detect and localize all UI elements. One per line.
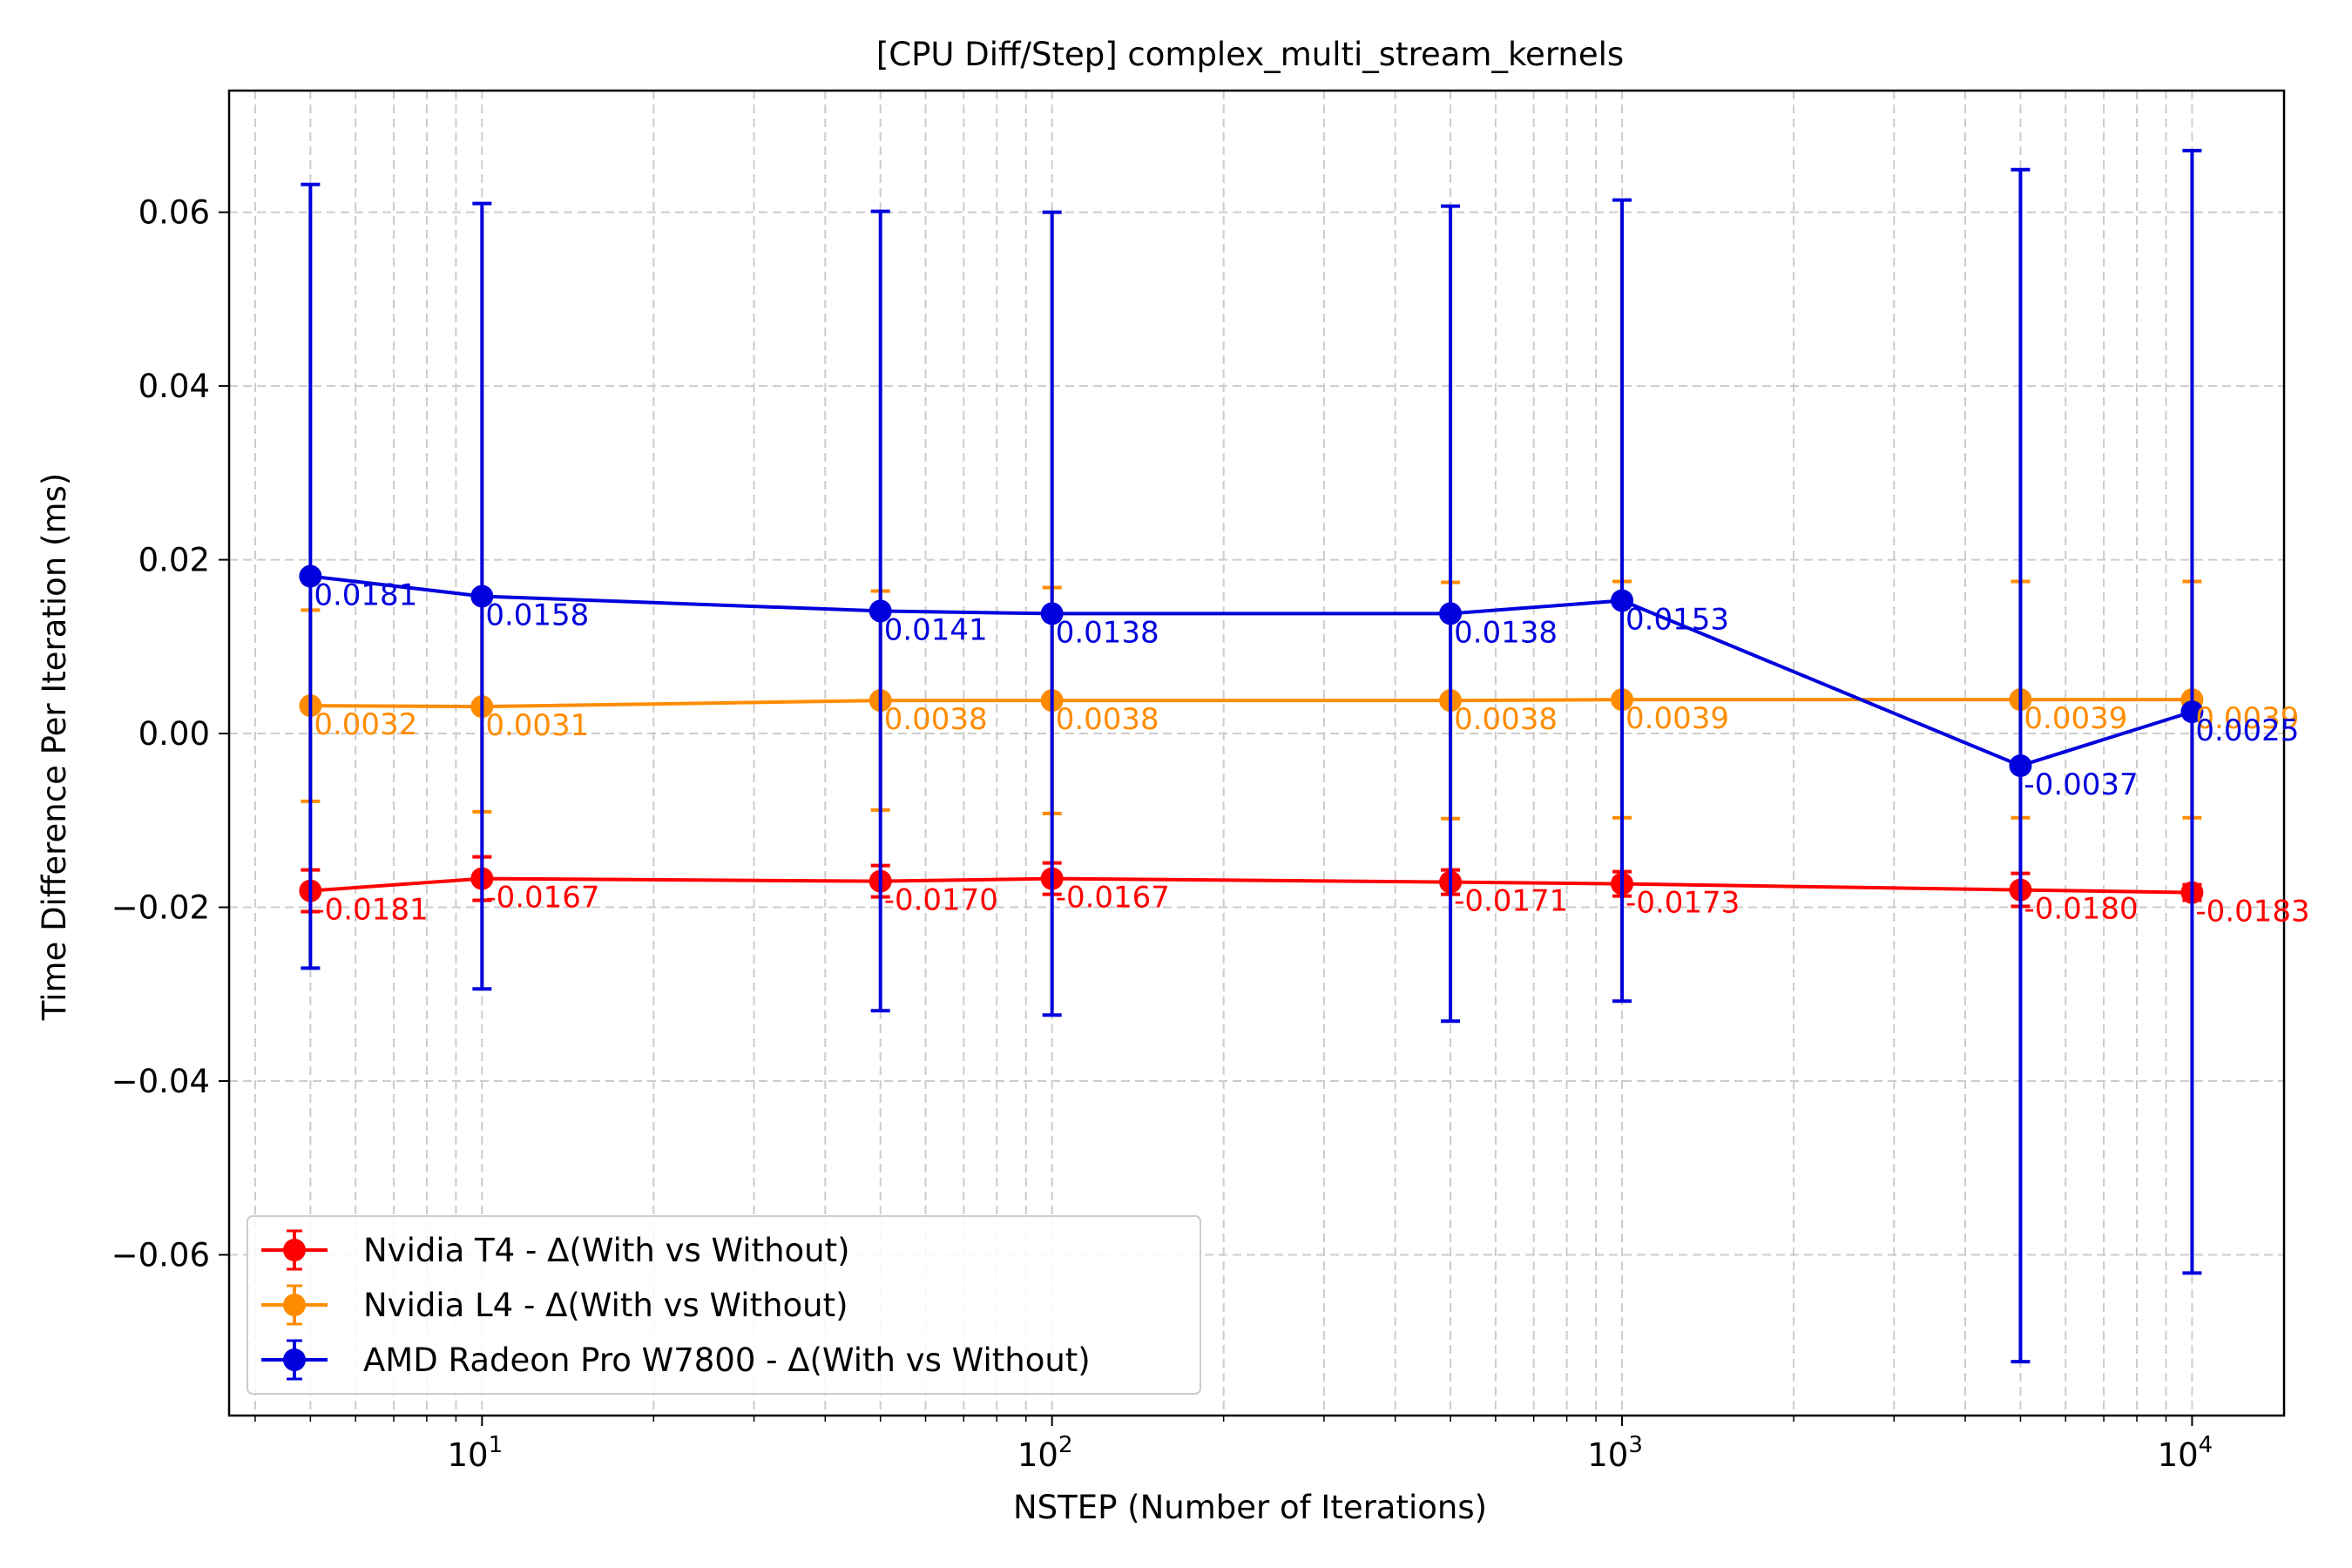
series-2 bbox=[299, 148, 2204, 1364]
series-line bbox=[310, 876, 2193, 895]
data-label: -0.0181 bbox=[314, 893, 428, 928]
data-label: 0.0039 bbox=[2024, 701, 2127, 736]
data-label: 0.0025 bbox=[2195, 713, 2299, 748]
data-point bbox=[470, 585, 494, 608]
data-label: -0.0180 bbox=[2024, 892, 2138, 927]
series-line bbox=[310, 698, 2193, 709]
y-tick-label: 0.06 bbox=[139, 194, 210, 232]
data-label: 0.0039 bbox=[1625, 701, 1729, 736]
series-line bbox=[310, 574, 2193, 768]
y-tick-label: −0.02 bbox=[112, 889, 210, 927]
data-label: -0.0170 bbox=[884, 883, 998, 918]
data-label: -0.0173 bbox=[1625, 886, 1740, 921]
legend-label: AMD Radeon Pro W7800 - Δ(With vs Without… bbox=[363, 1342, 1091, 1379]
plot-frame bbox=[227, 89, 2286, 1417]
legend-entry: Nvidia T4 - Δ(With vs Without) bbox=[261, 1229, 850, 1271]
data-point bbox=[1439, 602, 1463, 625]
data-label: 0.0039 bbox=[2195, 701, 2299, 736]
data-point bbox=[1611, 589, 1634, 612]
legend-marker bbox=[283, 1348, 306, 1371]
data-label: 0.0038 bbox=[1056, 702, 1159, 737]
data-label: 0.0158 bbox=[485, 598, 589, 632]
chart-title: [CPU Diff/Step] complex_multi_stream_ker… bbox=[876, 36, 1624, 73]
data-label: 0.0181 bbox=[314, 578, 417, 613]
data-label: 0.0138 bbox=[1056, 615, 1159, 650]
data-label: 0.0038 bbox=[1454, 702, 1558, 737]
grid bbox=[229, 91, 2284, 1416]
data-label: -0.0167 bbox=[485, 881, 599, 916]
axes: 0.06 0.04 0.02 0.00 −0.02 −0.04 −0.06 101 102 103… bbox=[112, 89, 2286, 1474]
data-label: -0.0183 bbox=[2195, 895, 2309, 929]
data-label: 0.0038 bbox=[884, 702, 988, 737]
data-point bbox=[2180, 700, 2204, 724]
y-tick-label: −0.04 bbox=[112, 1063, 210, 1100]
legend-label: Nvidia L4 - Δ(With vs Without) bbox=[363, 1287, 848, 1324]
legend-label: Nvidia T4 - Δ(With vs Without) bbox=[363, 1232, 850, 1269]
data-label: 0.0031 bbox=[485, 708, 589, 743]
data-label: 0.0141 bbox=[884, 612, 988, 647]
y-tick-label: 0.04 bbox=[139, 368, 210, 405]
legend-marker bbox=[283, 1239, 306, 1261]
legend-box bbox=[247, 1215, 1201, 1395]
data-point bbox=[868, 599, 892, 623]
data-label: -0.0037 bbox=[2024, 767, 2138, 802]
data-label: -0.0171 bbox=[1454, 884, 1568, 919]
data-label: 0.0138 bbox=[1454, 615, 1558, 650]
data-point bbox=[1040, 602, 1064, 625]
legend: Nvidia T4 - Δ(With vs Without) Nvidia L4 … bbox=[247, 1215, 1201, 1395]
data-label: -0.0167 bbox=[1056, 881, 1170, 916]
data-label: 0.0032 bbox=[314, 707, 417, 742]
legend-entry: AMD Radeon Pro W7800 - Δ(With vs Without… bbox=[261, 1339, 1091, 1381]
x-tick-label: 102 bbox=[1017, 1432, 1073, 1474]
legend-marker bbox=[283, 1294, 306, 1316]
data-label: 0.0153 bbox=[1625, 602, 1729, 637]
x-tick-label: 103 bbox=[1587, 1432, 1643, 1474]
series-layer bbox=[299, 148, 2204, 1364]
data-point bbox=[299, 564, 322, 588]
y-tick-label: 0.00 bbox=[139, 715, 210, 753]
y-tick-label: 0.02 bbox=[139, 542, 210, 579]
data-point bbox=[2009, 754, 2032, 777]
x-tick-label: 104 bbox=[2158, 1432, 2213, 1474]
legend-entry: Nvidia L4 - Δ(With vs Without) bbox=[261, 1284, 848, 1326]
y-axis-label: Time Difference Per Iteration (ms) bbox=[36, 473, 73, 1021]
x-axis-label: NSTEP (Number of Iterations) bbox=[1013, 1489, 1487, 1526]
x-tick-label: 101 bbox=[448, 1432, 504, 1474]
y-tick-label: −0.06 bbox=[112, 1236, 210, 1274]
data-labels: -0.0181 -0.0167 -0.0170 -0.0167 -0.0171 -0.01… bbox=[314, 578, 2309, 929]
